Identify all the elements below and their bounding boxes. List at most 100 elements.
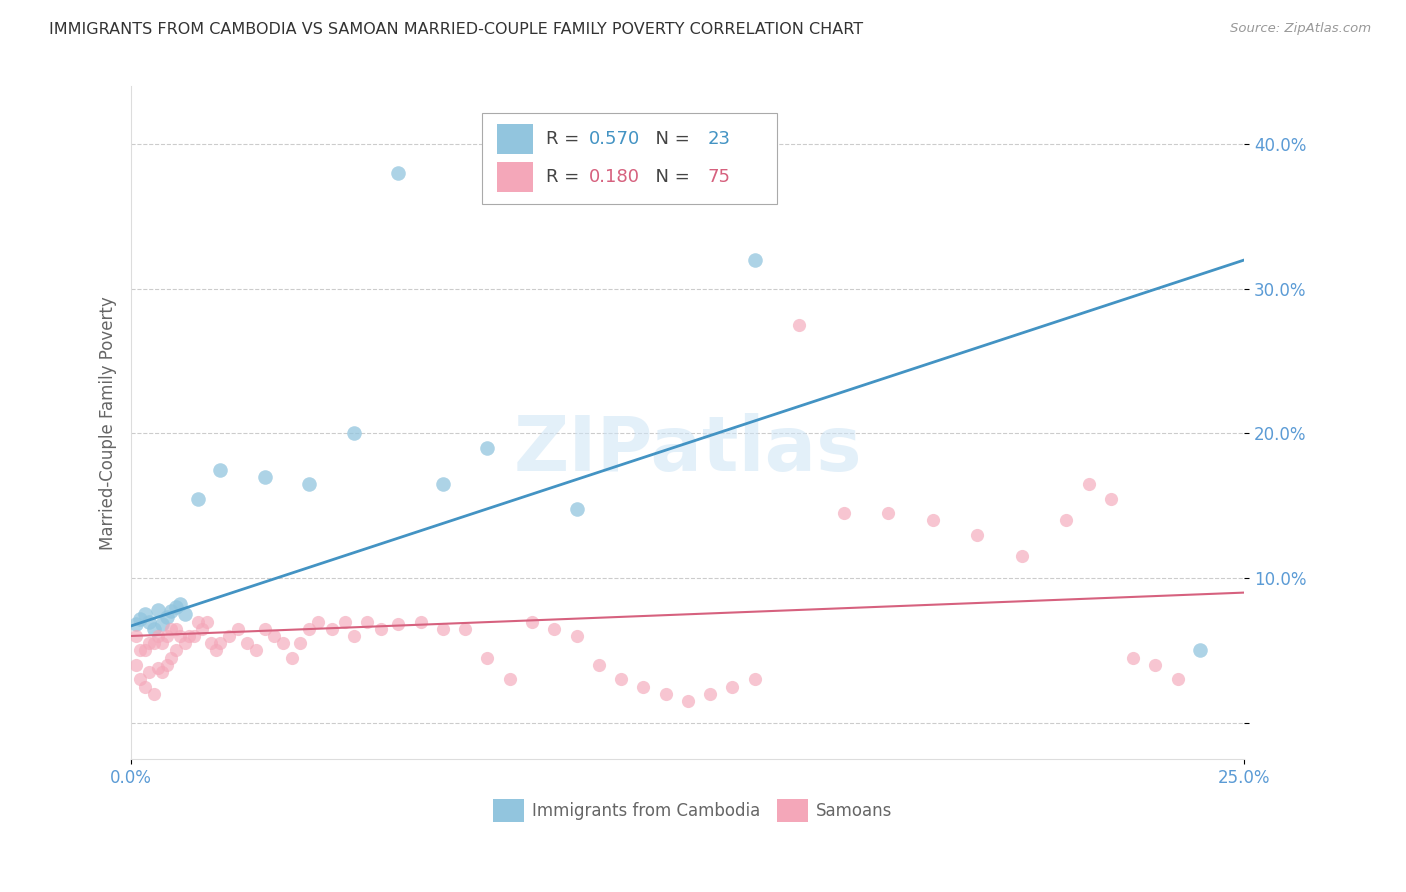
Text: ZIPatlas: ZIPatlas [513,412,862,486]
Point [253,470,276,484]
Point [187,491,209,506]
Point [209,463,232,477]
Point [370,622,392,636]
FancyBboxPatch shape [498,124,533,154]
Point [499,673,522,687]
Point [160,604,183,618]
Point [298,477,321,491]
Point [477,650,499,665]
Text: R =: R = [547,169,585,186]
Point [321,622,343,636]
Point [454,622,477,636]
Point [134,680,156,694]
Point [343,629,366,643]
Point [343,426,366,441]
Point [298,622,321,636]
Point [165,600,187,615]
Point [271,636,294,650]
Point [633,680,655,694]
Point [356,615,378,629]
Point [1144,657,1167,672]
Text: Samoans: Samoans [815,802,893,820]
Point [129,673,152,687]
FancyBboxPatch shape [494,799,524,822]
Point [565,629,588,643]
Point [409,615,432,629]
Point [134,643,156,657]
Point [165,643,187,657]
FancyBboxPatch shape [778,799,808,822]
Point [125,617,148,632]
Point [138,636,160,650]
Point [129,643,152,657]
Point [699,687,721,701]
Point [152,617,174,632]
Point [333,615,356,629]
Point [156,657,179,672]
Point [432,622,454,636]
Point [477,441,499,455]
Point [1188,643,1211,657]
Point [179,629,201,643]
Point [156,629,179,643]
Point [169,629,191,643]
Point [129,612,152,626]
Point [173,607,195,622]
Point [160,622,183,636]
Point [787,318,810,332]
Point [1099,491,1122,506]
Y-axis label: Married-Couple Family Poverty: Married-Couple Family Poverty [100,296,117,549]
Point [134,607,156,622]
Point [142,636,165,650]
Point [387,617,409,632]
Point [387,166,409,180]
Text: IMMIGRANTS FROM CAMBODIA VS SAMOAN MARRIED-COUPLE FAMILY POVERTY CORRELATION CHA: IMMIGRANTS FROM CAMBODIA VS SAMOAN MARRI… [49,22,863,37]
Point [1122,650,1144,665]
Point [152,665,174,680]
Point [125,629,148,643]
Point [1054,513,1077,527]
Point [200,636,222,650]
Point [966,527,988,541]
Text: Immigrants from Cambodia: Immigrants from Cambodia [531,802,761,820]
Point [610,673,633,687]
Point [165,622,187,636]
Point [146,661,169,675]
Text: 0.180: 0.180 [589,169,640,186]
Point [195,615,218,629]
FancyBboxPatch shape [482,113,778,204]
Point [187,615,209,629]
Point [146,629,169,643]
Point [169,597,191,611]
Text: Source: ZipAtlas.com: Source: ZipAtlas.com [1230,22,1371,36]
Point [226,622,249,636]
Point [125,657,148,672]
Point [245,643,267,657]
Point [173,636,195,650]
Point [209,636,232,650]
Point [1011,549,1033,564]
Point [191,622,214,636]
Point [721,680,744,694]
Point [142,687,165,701]
Point [676,694,699,708]
Point [156,610,179,624]
Text: R =: R = [547,130,585,148]
Text: 0.570: 0.570 [589,130,640,148]
Point [520,615,543,629]
Point [138,665,160,680]
Point [654,687,676,701]
Point [432,477,454,491]
Point [280,650,302,665]
Point [744,673,766,687]
Point [146,603,169,617]
Point [142,622,165,636]
Point [152,636,174,650]
Text: N =: N = [644,169,696,186]
Point [588,657,610,672]
Point [543,622,565,636]
Point [138,615,160,629]
Text: 75: 75 [707,169,731,186]
Point [877,506,900,520]
Point [565,501,588,516]
